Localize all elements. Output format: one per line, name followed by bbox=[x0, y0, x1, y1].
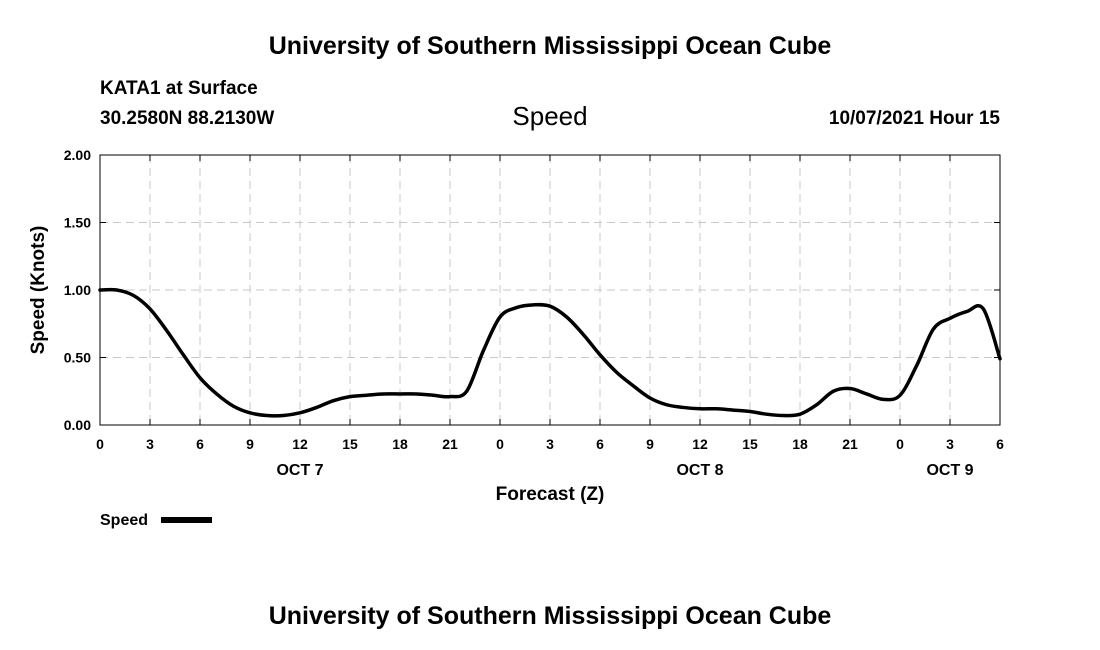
y-tick-label: 1.00 bbox=[64, 282, 91, 298]
x-tick-label: 0 bbox=[96, 436, 104, 452]
legend-label: Speed bbox=[100, 512, 148, 529]
x-tick-label: 21 bbox=[442, 436, 458, 452]
coordinates-label: 30.2580N 88.2130W bbox=[100, 108, 274, 129]
x-tick-label: 0 bbox=[496, 436, 504, 452]
tick-labels: 0 3 6 9 12 15 18 21 0 3 6 9 12 15 18 21 0 3 6 0.00 0.50 1.00 1… bbox=[64, 147, 1004, 479]
page-title-top: University of Southern Mississippi Ocean… bbox=[269, 32, 832, 60]
x-tick-label: 3 bbox=[146, 436, 154, 452]
x-tick-label: 6 bbox=[196, 436, 204, 452]
page-title-bottom: University of Southern Mississippi Ocean… bbox=[269, 602, 832, 630]
y-axis-label: Speed (Knots) bbox=[28, 226, 49, 355]
day-label: OCT 9 bbox=[926, 462, 973, 479]
x-tick-label: 12 bbox=[692, 436, 708, 452]
x-tick-label: 3 bbox=[546, 436, 554, 452]
y-tick-label: 2.00 bbox=[64, 147, 91, 163]
legend: Speed bbox=[100, 512, 212, 529]
x-tick-label: 15 bbox=[342, 436, 358, 452]
x-tick-label: 12 bbox=[292, 436, 308, 452]
x-tick-label: 6 bbox=[596, 436, 604, 452]
x-tick-label: 21 bbox=[842, 436, 858, 452]
x-tick-label: 3 bbox=[946, 436, 954, 452]
x-tick-label: 18 bbox=[392, 436, 408, 452]
x-tick-label: 9 bbox=[646, 436, 654, 452]
datetime-label: 10/07/2021 Hour 15 bbox=[829, 108, 1001, 129]
day-label: OCT 7 bbox=[276, 462, 323, 479]
variable-title: Speed bbox=[512, 101, 587, 131]
day-label: OCT 8 bbox=[676, 462, 723, 479]
y-tick-label: 0.00 bbox=[64, 417, 91, 433]
x-tick-label: 9 bbox=[246, 436, 254, 452]
x-axis-label: Forecast (Z) bbox=[496, 484, 605, 505]
station-label: KATA1 at Surface bbox=[100, 78, 258, 99]
speed-series-line bbox=[98, 287, 1002, 418]
y-tick-label: 0.50 bbox=[64, 350, 91, 366]
y-tick-label: 1.50 bbox=[64, 215, 91, 231]
x-tick-label: 15 bbox=[742, 436, 758, 452]
grid-lines bbox=[100, 155, 1000, 425]
x-tick-label: 6 bbox=[996, 436, 1004, 452]
x-tick-label: 0 bbox=[896, 436, 904, 452]
x-tick-label: 18 bbox=[792, 436, 808, 452]
